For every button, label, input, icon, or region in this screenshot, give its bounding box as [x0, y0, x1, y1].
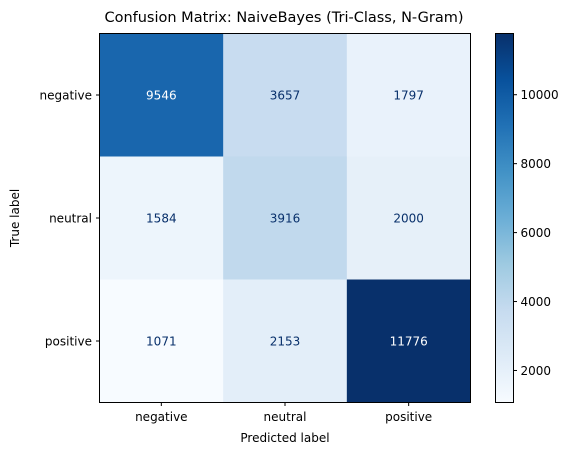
heatmap-cell [346, 156, 471, 280]
cell-value-label: 1584 [146, 212, 177, 226]
y-axis-label: True label [8, 189, 22, 248]
cell-value-label: 1797 [393, 89, 424, 103]
x-tick-label: negative [135, 410, 187, 424]
heatmap-cell [99, 279, 224, 403]
cell-value-label: 3916 [270, 212, 301, 226]
colorbar-ticks: 2000 4000 6000 8000 10000 [513, 88, 559, 378]
cell-value-label: 2000 [393, 212, 424, 226]
x-tick-label: neutral [264, 410, 307, 424]
cell-value-label: 11776 [390, 335, 428, 349]
x-axis-label: Predicted label [240, 431, 329, 445]
chart-title: Confusion Matrix: NaiveBayes (Tri-Class,… [104, 10, 463, 26]
y-tick-label: negative [40, 89, 92, 103]
x-axis-ticks: negative neutral positive [135, 402, 432, 424]
colorbar-tick-label: 10000 [521, 88, 559, 102]
heatmap-cell [346, 279, 471, 403]
colorbar-tick-label: 4000 [521, 295, 552, 309]
x-tick-label: positive [385, 410, 432, 424]
y-tick-label: positive [45, 335, 92, 349]
y-tick-label: neutral [49, 212, 92, 226]
heatmap-cell [99, 33, 224, 157]
heatmap-cells [99, 33, 471, 403]
cell-value-label: 2153 [270, 335, 301, 349]
colorbar [495, 33, 514, 403]
cell-value-labels: 9546 3657 1797 1584 3916 2000 1071 2153 11776 [146, 89, 428, 349]
heatmap-cell [99, 156, 224, 280]
y-axis-ticks: negative neutral positive [40, 89, 100, 349]
colorbar-tick-label: 8000 [521, 157, 552, 171]
cell-value-label: 1071 [146, 335, 177, 349]
heatmap-cell [223, 279, 348, 403]
heatmap-cell [223, 156, 348, 280]
colorbar-tick-label: 2000 [521, 364, 552, 378]
cell-value-label: 3657 [270, 89, 301, 103]
heatmap-cell [223, 33, 348, 157]
colorbar-tick-label: 6000 [521, 226, 552, 240]
heatmap-cell [346, 33, 471, 157]
cell-value-label: 9546 [146, 89, 177, 103]
